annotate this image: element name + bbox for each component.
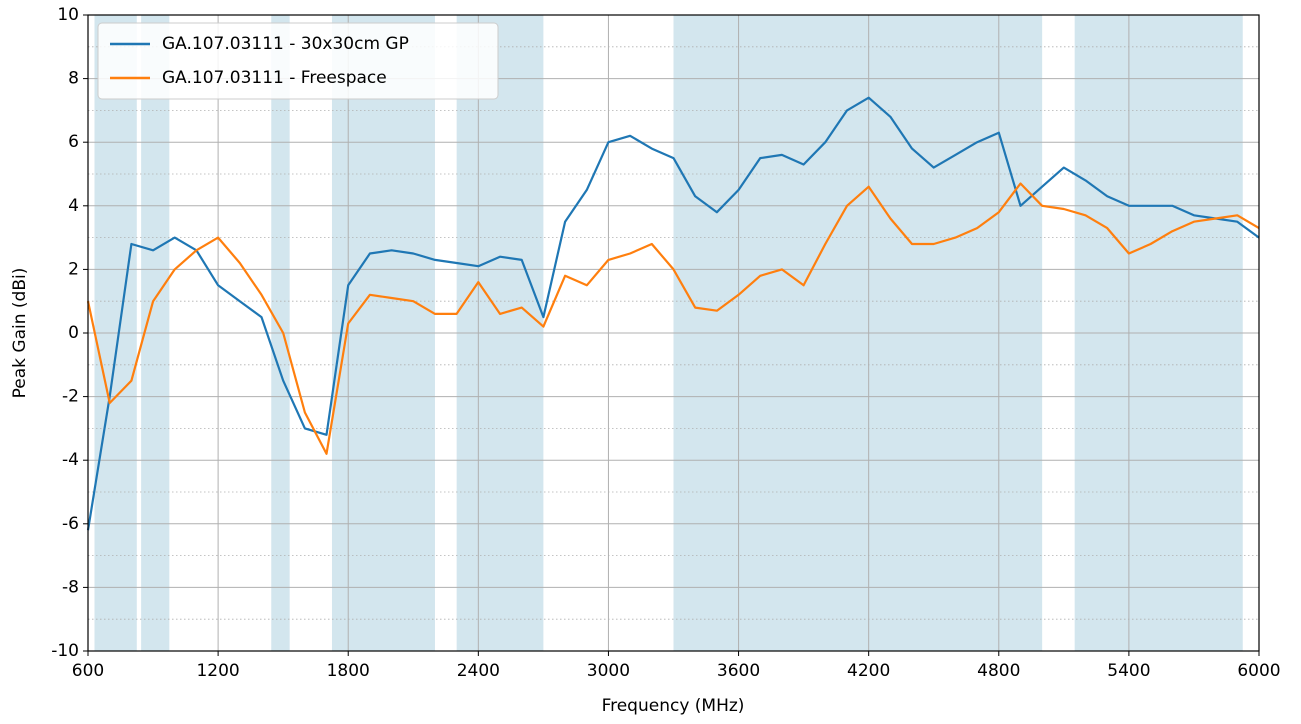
- y-tick-label: 4: [68, 196, 79, 216]
- legend-box: [97, 22, 499, 100]
- y-tick-label: 2: [68, 259, 79, 279]
- legend-label: GA.107.03111 - Freespace: [162, 68, 387, 88]
- x-tick-label: 1200: [196, 661, 239, 681]
- y-axis-label: Peak Gain (dBi): [10, 268, 30, 399]
- series-line: [86, 182, 1260, 455]
- x-tick-label: 5400: [1107, 661, 1150, 681]
- x-axis-label: Frequency (MHz): [602, 696, 745, 716]
- legend: GA.107.03111 - 30x30cm GP GA.107.03111 - …: [97, 22, 499, 100]
- x-tick-label: 600: [72, 661, 104, 681]
- y-tick-label: 6: [68, 132, 79, 152]
- y-tick-label: -10: [51, 641, 79, 661]
- plot-frame: [87, 14, 1260, 652]
- x-tick-label: 2400: [457, 661, 500, 681]
- y-tick-label: 10: [57, 5, 79, 25]
- x-tick-label: 3000: [587, 661, 630, 681]
- x-tick-label: 4200: [847, 661, 890, 681]
- x-tick-label: 1800: [327, 661, 370, 681]
- x-tick-label: 6000: [1237, 661, 1280, 681]
- legend-label: GA.107.03111 - 30x30cm GP: [162, 34, 409, 54]
- y-tick-label: -6: [62, 514, 79, 534]
- y-tick-label: 8: [68, 69, 79, 89]
- x-tick-label: 3600: [717, 661, 760, 681]
- y-tick-label: -2: [62, 387, 79, 407]
- y-tick-label: -4: [62, 450, 79, 470]
- series-line: [86, 96, 1260, 531]
- y-tick-label: 0: [68, 323, 79, 343]
- x-tick-label: 4800: [977, 661, 1020, 681]
- y-tick-label: -8: [62, 577, 79, 597]
